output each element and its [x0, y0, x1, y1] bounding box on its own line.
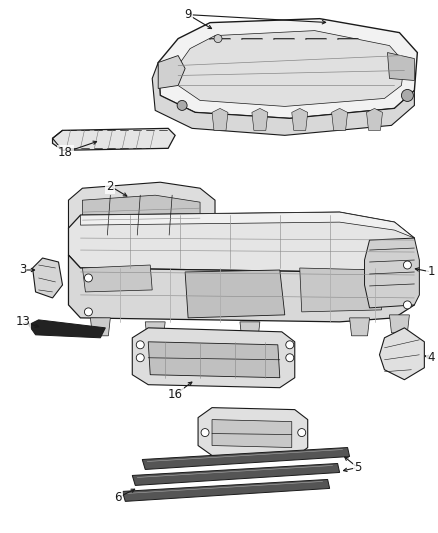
Polygon shape: [198, 408, 308, 457]
Circle shape: [177, 100, 187, 110]
Polygon shape: [90, 318, 110, 336]
Polygon shape: [68, 182, 215, 245]
Polygon shape: [212, 108, 228, 131]
Text: 5: 5: [354, 461, 361, 474]
Circle shape: [214, 35, 222, 43]
Polygon shape: [81, 212, 414, 238]
Polygon shape: [158, 55, 185, 88]
Polygon shape: [240, 322, 260, 340]
Polygon shape: [252, 108, 268, 131]
Polygon shape: [300, 268, 381, 312]
Polygon shape: [132, 328, 295, 387]
Circle shape: [401, 90, 413, 101]
Circle shape: [136, 341, 144, 349]
Polygon shape: [367, 108, 382, 131]
Circle shape: [403, 301, 411, 309]
Polygon shape: [364, 238, 419, 308]
Polygon shape: [185, 270, 285, 318]
Circle shape: [286, 354, 294, 362]
Polygon shape: [82, 265, 152, 292]
Polygon shape: [148, 342, 280, 378]
Circle shape: [136, 354, 144, 362]
Polygon shape: [142, 448, 350, 470]
Polygon shape: [68, 255, 414, 322]
Circle shape: [85, 274, 92, 282]
Polygon shape: [350, 318, 370, 336]
Polygon shape: [158, 19, 417, 118]
Polygon shape: [82, 195, 200, 235]
Polygon shape: [379, 328, 424, 379]
Polygon shape: [68, 212, 414, 272]
Polygon shape: [32, 258, 63, 298]
Circle shape: [201, 429, 209, 437]
Text: 3: 3: [19, 263, 26, 277]
Polygon shape: [132, 464, 339, 486]
Polygon shape: [122, 480, 330, 502]
Text: 18: 18: [58, 146, 73, 159]
Polygon shape: [178, 30, 404, 107]
Text: 2: 2: [106, 180, 114, 193]
Polygon shape: [292, 108, 308, 131]
Text: 13: 13: [15, 316, 30, 328]
Circle shape: [85, 308, 92, 316]
Polygon shape: [152, 62, 414, 135]
Circle shape: [298, 429, 306, 437]
Text: 6: 6: [115, 491, 122, 504]
Polygon shape: [332, 108, 348, 131]
Text: 9: 9: [184, 8, 192, 21]
Text: 4: 4: [427, 351, 435, 364]
Text: 16: 16: [168, 388, 183, 401]
Text: 1: 1: [427, 265, 435, 278]
Polygon shape: [145, 322, 165, 340]
Polygon shape: [28, 320, 106, 338]
Polygon shape: [53, 128, 175, 150]
Polygon shape: [388, 53, 414, 80]
Polygon shape: [212, 419, 292, 448]
Circle shape: [286, 341, 294, 349]
Polygon shape: [389, 315, 410, 333]
Circle shape: [403, 261, 411, 269]
